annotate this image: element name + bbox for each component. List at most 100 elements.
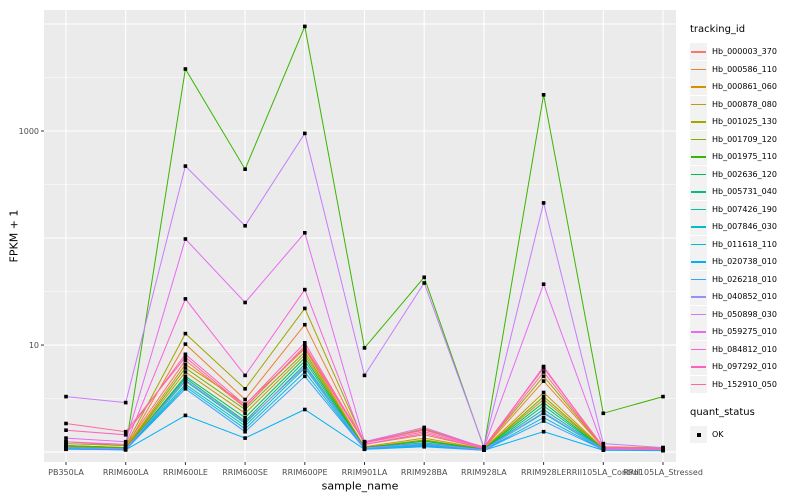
data-point xyxy=(601,411,606,416)
data-point xyxy=(422,281,426,285)
data-point xyxy=(64,394,68,399)
legend-item: Hb_001975_110 xyxy=(690,148,800,166)
legend-key xyxy=(690,130,707,148)
legend-quant-status: quant_status OK xyxy=(690,407,800,444)
data-point xyxy=(243,397,247,402)
data-point xyxy=(541,415,546,420)
data-point xyxy=(243,224,247,228)
x-tick-label: PB350LA xyxy=(48,468,84,477)
legend-label: Hb_000003_370 xyxy=(712,47,777,57)
legend-title-quant-status: quant_status xyxy=(690,407,755,418)
legend-key xyxy=(690,148,707,166)
legend-line-swatch-icon xyxy=(691,51,706,53)
legend-item: Hb_152910_050 xyxy=(690,375,800,394)
x-tick-label: RRIM600PE xyxy=(282,468,328,477)
data-point xyxy=(422,444,426,448)
data-point xyxy=(303,24,307,29)
legend-key xyxy=(690,113,707,131)
data-point xyxy=(303,350,307,354)
data-point xyxy=(303,359,307,363)
data-point xyxy=(183,297,188,301)
legend-line-swatch-icon xyxy=(691,173,706,176)
data-point xyxy=(183,413,188,418)
legend-key xyxy=(690,340,707,358)
legend-label: Hb_040852_010 xyxy=(712,292,777,302)
legend-key xyxy=(690,78,707,96)
legend-line-swatch-icon xyxy=(691,278,706,281)
x-tick-label: RRIM600SE xyxy=(222,468,268,477)
data-point xyxy=(64,445,68,450)
x-tick-label: RRIM600LA xyxy=(103,468,149,477)
data-point xyxy=(243,436,247,440)
data-point xyxy=(183,376,188,380)
legend-item: Hb_011618_110 xyxy=(690,235,800,254)
legend-label: Hb_000878_080 xyxy=(712,99,777,109)
legend-line-swatch-icon xyxy=(691,383,706,386)
data-point xyxy=(183,387,188,391)
data-point xyxy=(541,407,546,412)
data-point xyxy=(183,237,188,241)
data-point xyxy=(303,287,307,292)
legend-line-swatch-icon xyxy=(691,156,706,158)
legend-item: Hb_000003_370 xyxy=(690,43,800,61)
data-point xyxy=(183,352,188,357)
legend-key xyxy=(690,253,707,271)
data-point xyxy=(661,394,665,399)
legend: tracking_id Hb_000003_370 Hb_000586_110 Hb… xyxy=(690,24,800,444)
legend-line-swatch-icon xyxy=(691,208,706,211)
data-point xyxy=(183,362,188,367)
legend-key xyxy=(690,288,707,306)
legend-label: Hb_001025_130 xyxy=(712,117,777,127)
legend-item: Hb_059275_010 xyxy=(690,323,800,341)
legend-label: Hb_084812_010 xyxy=(712,344,777,354)
data-point xyxy=(422,436,426,440)
data-point xyxy=(243,429,247,434)
legend-item: Hb_002636_120 xyxy=(690,165,800,184)
legend-label: Hb_007846_030 xyxy=(712,222,777,232)
data-point xyxy=(541,93,546,97)
legend-line-swatch-icon xyxy=(691,68,706,71)
data-point xyxy=(243,407,247,412)
data-point xyxy=(303,374,307,379)
x-tick-label: RRIM928LA xyxy=(461,468,507,477)
data-point xyxy=(243,387,247,391)
legend-label: Hb_097292_010 xyxy=(712,362,777,372)
data-point xyxy=(183,331,188,336)
data-point xyxy=(303,131,307,136)
data-point xyxy=(64,428,68,432)
legend-item: Hb_020738_010 xyxy=(690,253,800,271)
data-point xyxy=(303,356,307,360)
legend-line-swatch-icon xyxy=(691,86,706,88)
legend-key xyxy=(690,358,707,376)
data-point xyxy=(422,275,426,280)
legend-label: OK xyxy=(712,430,724,440)
data-point xyxy=(123,442,128,447)
data-point xyxy=(243,373,247,378)
data-point xyxy=(303,353,307,357)
legend-key xyxy=(690,323,707,341)
legend-item: Hb_000878_080 xyxy=(690,95,800,114)
legend-label: Hb_000861_060 xyxy=(712,82,777,92)
data-point xyxy=(541,370,546,374)
legend-label: Hb_000586_110 xyxy=(712,64,777,74)
data-point xyxy=(541,397,546,402)
data-point xyxy=(422,425,426,430)
legend-item: Hb_000861_060 xyxy=(690,78,800,96)
data-point xyxy=(64,436,68,440)
data-point xyxy=(303,370,307,374)
legend-line-swatch-icon xyxy=(691,348,706,351)
data-point xyxy=(183,358,188,363)
legend-line-swatch-icon xyxy=(691,261,706,263)
data-point xyxy=(243,424,247,428)
data-point xyxy=(183,366,188,370)
x-tick-label: RRIM901LA xyxy=(342,468,388,477)
x-tick-label: RRII105LA_Stressed xyxy=(623,468,703,477)
data-point xyxy=(541,400,546,405)
legend-line-swatch-icon xyxy=(691,296,706,298)
legend-item: Hb_084812_010 xyxy=(690,340,800,359)
legend-label: Hb_001975_110 xyxy=(712,152,777,162)
data-point xyxy=(183,384,188,389)
data-point xyxy=(362,373,367,378)
legend-line-swatch-icon xyxy=(691,191,706,193)
